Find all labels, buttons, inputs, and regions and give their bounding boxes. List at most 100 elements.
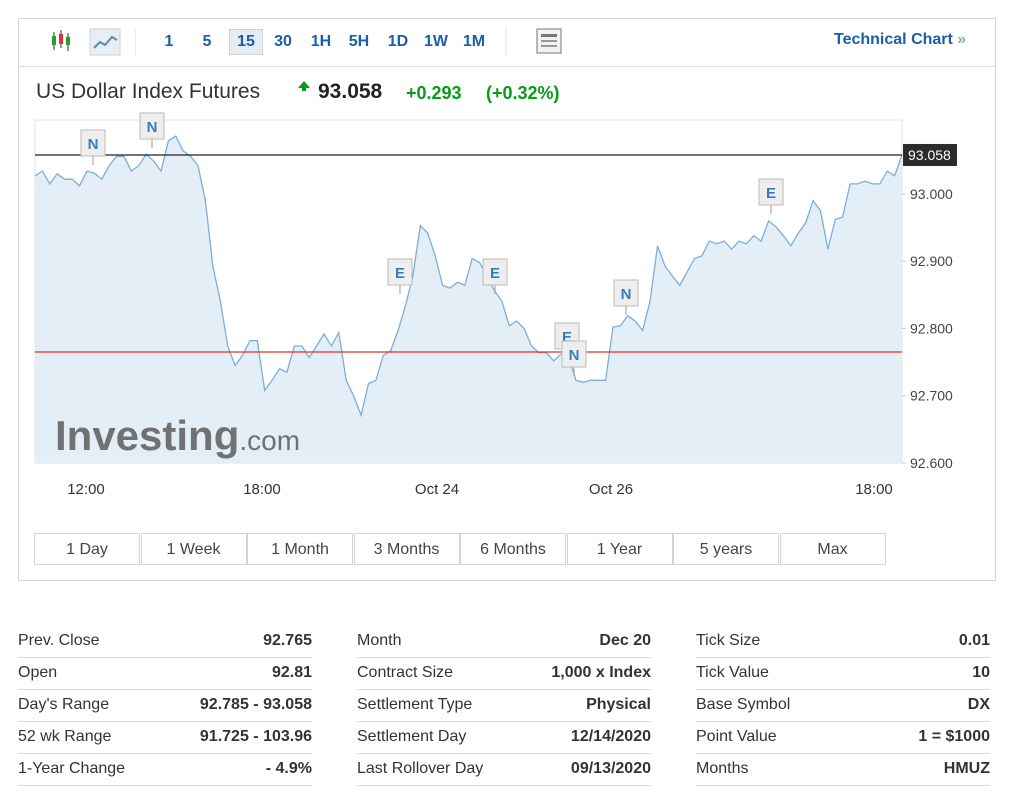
range-button[interactable]: 1 Day bbox=[34, 533, 140, 565]
detail-value: 92.81 bbox=[271, 664, 312, 681]
candle-icon[interactable] bbox=[52, 30, 70, 51]
price: 93.058 bbox=[318, 80, 383, 103]
detail-row: Tick Value 10 bbox=[696, 657, 990, 690]
detail-value: 92.785 - 93.058 bbox=[199, 696, 312, 713]
detail-value: 1,000 x Index bbox=[551, 664, 651, 681]
detail-row: Tick Size 0.01 bbox=[696, 625, 990, 658]
detail-label: Last Rollover Day bbox=[357, 760, 484, 777]
detail-value: 10 bbox=[972, 664, 990, 681]
event-label: N bbox=[569, 347, 580, 364]
detail-label: Point Value bbox=[696, 728, 777, 745]
range-button[interactable]: 1 Year bbox=[566, 533, 673, 565]
y-tick-label: 92.700 bbox=[910, 388, 953, 404]
y-tick-label: 92.900 bbox=[910, 253, 953, 269]
range-button[interactable]: 6 Months bbox=[460, 533, 566, 565]
detail-row: Prev. Close 92.765 bbox=[18, 625, 312, 658]
up-arrow bbox=[298, 81, 310, 91]
change: +0.293 bbox=[406, 83, 462, 103]
x-tick-label: Oct 26 bbox=[589, 481, 633, 498]
detail-label: Tick Size bbox=[696, 632, 761, 649]
event-label: N bbox=[147, 119, 158, 136]
detail-label: Months bbox=[696, 760, 749, 777]
detail-row: Months HMUZ bbox=[696, 753, 990, 786]
y-tick-label: 92.600 bbox=[910, 455, 953, 471]
y-tick-label: 93.000 bbox=[910, 186, 953, 202]
detail-label: Tick Value bbox=[696, 664, 769, 681]
interval-button[interactable]: 1M bbox=[462, 33, 486, 50]
price-chart: 92.600 92.700 92.800 92.900 93.000 Investing.… bbox=[34, 112, 957, 498]
y-tick-label: 92.800 bbox=[910, 320, 953, 336]
detail-row: Day's Range 92.785 - 93.058 bbox=[18, 689, 312, 722]
interval-button[interactable]: 30 bbox=[274, 33, 292, 50]
interval-button[interactable]: 5 bbox=[202, 33, 212, 50]
detail-value: - 4.9% bbox=[265, 760, 312, 777]
x-tick-label: 12:00 bbox=[67, 481, 105, 498]
interval-button[interactable]: 1 bbox=[164, 33, 174, 50]
x-tick-label: 18:00 bbox=[243, 481, 281, 498]
interval-button[interactable]: 5H bbox=[348, 33, 370, 50]
event-label: N bbox=[88, 136, 99, 153]
detail-label: Day's Range bbox=[18, 696, 110, 713]
interval-button[interactable]: 15 bbox=[229, 29, 263, 55]
event-flag[interactable] bbox=[80, 129, 106, 157]
event-flag[interactable] bbox=[139, 112, 165, 140]
detail-row: Base Symbol DX bbox=[696, 689, 990, 722]
range-button[interactable]: Max bbox=[779, 533, 886, 565]
detail-row: Last Rollover Day 09/13/2020 bbox=[357, 753, 651, 786]
detail-value: 09/13/2020 bbox=[570, 760, 651, 777]
area-fill bbox=[35, 136, 902, 463]
watermark: Investing.com bbox=[55, 412, 300, 459]
change-pct: (+0.32%) bbox=[486, 83, 560, 103]
range-button[interactable]: 5 years bbox=[673, 533, 779, 565]
detail-row: Month Dec 20 bbox=[357, 625, 651, 658]
toolbar bbox=[18, 18, 996, 67]
interval-button[interactable]: 1H bbox=[310, 33, 332, 50]
link-text[interactable]: Technical Chart bbox=[834, 31, 953, 48]
table-icon-wrap bbox=[505, 28, 562, 56]
detail-row: 1-Year Change - 4.9% bbox=[18, 753, 312, 786]
event-flag[interactable] bbox=[613, 279, 639, 307]
detail-row: Contract Size 1,000 x Index bbox=[357, 657, 651, 690]
watermark-main: Investing bbox=[55, 412, 239, 459]
detail-row: Settlement Type Physical bbox=[357, 689, 651, 722]
last-price-box bbox=[903, 143, 957, 166]
detail-value: 91.725 - 103.96 bbox=[199, 728, 312, 745]
detail-value: 12/14/2020 bbox=[570, 728, 651, 745]
event-label: N bbox=[621, 286, 632, 303]
detail-label: Contract Size bbox=[357, 664, 454, 681]
detail-value: Dec 20 bbox=[599, 632, 651, 649]
detail-value: HMUZ bbox=[943, 760, 990, 777]
detail-row: Point Value 1 = $1000 bbox=[696, 721, 990, 754]
event-flag[interactable] bbox=[387, 258, 413, 286]
chart-panel bbox=[18, 18, 996, 581]
table-icon[interactable] bbox=[536, 28, 562, 54]
range-button[interactable]: 3 Months bbox=[353, 533, 460, 565]
interval-button[interactable]: 1D bbox=[387, 33, 409, 50]
chart-type-icons bbox=[52, 28, 136, 56]
detail-row: Open 92.81 bbox=[18, 657, 312, 690]
watermark-suffix: .com bbox=[239, 425, 300, 456]
event-label: E bbox=[766, 185, 776, 202]
detail-label: Settlement Type bbox=[357, 696, 473, 713]
detail-row: Settlement Day 12/14/2020 bbox=[357, 721, 651, 754]
link-arrow[interactable]: » bbox=[957, 31, 967, 48]
x-tick-label: 18:00 bbox=[855, 481, 893, 498]
last-price-label: 93.058 bbox=[908, 147, 951, 163]
technical-chart-link[interactable]: Technical Chart » bbox=[834, 31, 966, 49]
detail-label: Open bbox=[18, 664, 58, 681]
event-flag[interactable] bbox=[758, 178, 784, 206]
interval-button[interactable]: 1W bbox=[424, 33, 448, 50]
detail-row: 52 wk Range 91.725 - 103.96 bbox=[18, 721, 312, 754]
event-label: E bbox=[490, 265, 500, 282]
detail-label: Month bbox=[357, 632, 402, 649]
range-button[interactable]: 1 Week bbox=[140, 533, 247, 565]
event-label: E bbox=[395, 265, 405, 282]
detail-value: Physical bbox=[586, 696, 651, 713]
detail-value: DX bbox=[967, 696, 990, 713]
event-flag[interactable] bbox=[482, 258, 508, 286]
detail-label: Prev. Close bbox=[18, 632, 100, 649]
instrument-title: US Dollar Index Futures bbox=[36, 80, 261, 103]
event-flag[interactable] bbox=[561, 340, 587, 368]
range-button[interactable]: 1 Month bbox=[247, 533, 353, 565]
line-icon[interactable] bbox=[89, 28, 121, 56]
